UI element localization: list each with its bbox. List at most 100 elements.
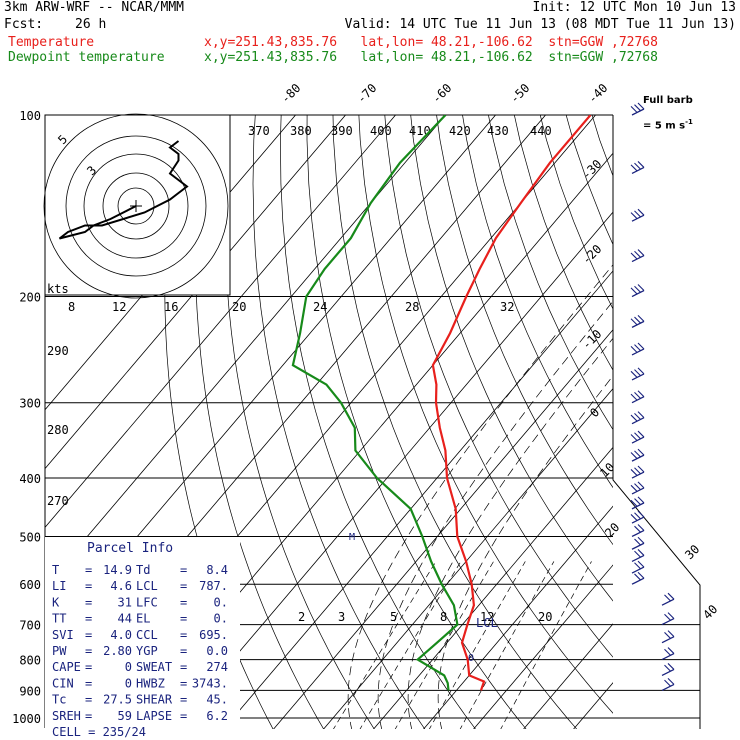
parcel-eq: =: [85, 676, 92, 690]
dewpoint-profile: [291, 115, 459, 691]
mixing-ratio-label-low: 5: [390, 610, 397, 624]
moist-adiabat: [377, 300, 613, 729]
mixing-ratio-label-low: 8: [440, 610, 447, 624]
parcel-value: 2.80: [103, 644, 132, 658]
parcel-cell: CELL = 235/24: [52, 725, 146, 739]
wind-barb: [661, 612, 675, 626]
hodograph-ring: [83, 153, 189, 259]
wind-barb: [630, 411, 645, 425]
theta-label: 440: [530, 124, 552, 138]
mixing-ratio-label: 8: [68, 300, 75, 314]
dry-adiabat: [252, 115, 426, 729]
pressure-label: 200: [19, 291, 41, 305]
parcel-value: 44: [118, 612, 132, 626]
dry-adiabat: [488, 115, 613, 431]
parcel-value: 0.0: [206, 644, 228, 658]
parcel-label: LAPSE: [136, 709, 172, 723]
parcel-value: 274: [206, 660, 228, 674]
parcel-label: Td: [136, 563, 150, 577]
parcel-label: YGP: [136, 644, 158, 658]
wind-barb: [661, 630, 675, 644]
valid-time: Valid: 14 UTC Tue 11 Jun 13 (08 MDT Tue …: [344, 17, 736, 32]
full-barb-note: Full barb = 5 m s-1: [636, 84, 693, 131]
parcel-panel-bg: [45, 537, 240, 729]
dry-adiabat: [565, 115, 613, 246]
dry-adiabat: [539, 115, 613, 310]
parcel-eq: =: [180, 644, 187, 658]
parcel-eq: =: [85, 709, 92, 723]
wind-barb: [631, 560, 645, 574]
pressure-label: 800: [19, 654, 41, 668]
wind-barb: [631, 549, 645, 563]
mixing-ratio-label-low: 3: [338, 610, 345, 624]
theta-label: 390: [331, 124, 353, 138]
forecast-label: Fcst:: [4, 17, 44, 32]
wind-barb: [631, 571, 645, 585]
isotherm-line: [45, 115, 347, 470]
parcel-value: 0.: [214, 612, 228, 626]
right-boundary: [612, 115, 701, 729]
pressure-label: 1000: [12, 712, 41, 726]
full-barb-exp: -1: [685, 118, 693, 126]
wind-barb: [630, 510, 645, 524]
mixing-ratio-label-low: 2: [298, 610, 305, 624]
isotherm-label-right: 20: [602, 520, 622, 540]
wind-barb: [631, 536, 645, 550]
parcel-label: CIN: [52, 676, 74, 690]
wind-barb: [661, 663, 675, 677]
moist-adiabat: [437, 375, 613, 729]
dry-adiabat: [358, 115, 613, 714]
parcel-value: 59: [118, 709, 132, 723]
m-marker: M: [349, 532, 355, 543]
wind-barb: [630, 367, 645, 381]
parcel-eq: =: [85, 563, 92, 577]
mixing-ratio-label: 28: [405, 300, 419, 314]
isotherm-line: [373, 446, 613, 729]
parcel-label: SHEAR: [136, 693, 173, 707]
dry-adiabat: [332, 115, 578, 729]
dry-adiabat: [513, 115, 613, 371]
theta-label: 410: [409, 124, 431, 138]
parcel-eq: =: [180, 563, 187, 577]
parcel-value: 3743.: [192, 676, 228, 690]
parcel-value: 0: [125, 660, 132, 674]
mixing-ratio-line: [459, 561, 555, 729]
theta-label: 420: [449, 124, 471, 138]
isotherm-label-right: 30: [682, 542, 702, 562]
dry-adiabat: [384, 115, 613, 658]
parcel-eq: =: [180, 628, 187, 642]
isotherm-line: [423, 505, 613, 729]
wind-barb: [630, 481, 645, 495]
dry-adiabat: [224, 115, 375, 729]
parcel-label: TT: [52, 612, 66, 626]
mixing-ratio-label: 24: [313, 300, 327, 314]
parcel-eq: =: [180, 595, 187, 609]
isotherm-label-right: 40: [700, 602, 720, 622]
wind-barb: [630, 249, 645, 263]
theta-label: 430: [487, 124, 509, 138]
hodograph-ring: [102, 172, 170, 240]
mixing-ratio-label: 12: [112, 300, 126, 314]
parcel-value: 27.5: [103, 693, 132, 707]
parcel-info-panel: Parcel Info T = 14.9 Td = 8.4 LI = 4.6 LCL = 787. K = 3…: [45, 537, 240, 739]
mixing-ratio-line: [500, 561, 592, 729]
wind-barb: [630, 465, 645, 479]
parcel-eq: =: [85, 660, 92, 674]
parcel-eq: =: [180, 676, 187, 690]
isotherm-line: [45, 115, 397, 529]
mixing-ratio-label-low: 12: [480, 610, 494, 624]
parcel-label: PW: [52, 644, 67, 658]
parcel-value: 0.: [214, 595, 228, 609]
wind-barb: [630, 102, 645, 116]
wind-barb: [661, 592, 675, 606]
pressure-label: 700: [19, 619, 41, 633]
dewpoint-legend: Dewpoint temperature: [8, 50, 165, 65]
wind-barb: [661, 647, 675, 661]
dry-adiabat: [462, 115, 613, 489]
hodograph-frame: [44, 114, 231, 296]
dry-adiabat: [634, 87, 740, 730]
parcel-label: HWBZ: [136, 676, 165, 690]
pressure-label: 100: [19, 109, 41, 123]
